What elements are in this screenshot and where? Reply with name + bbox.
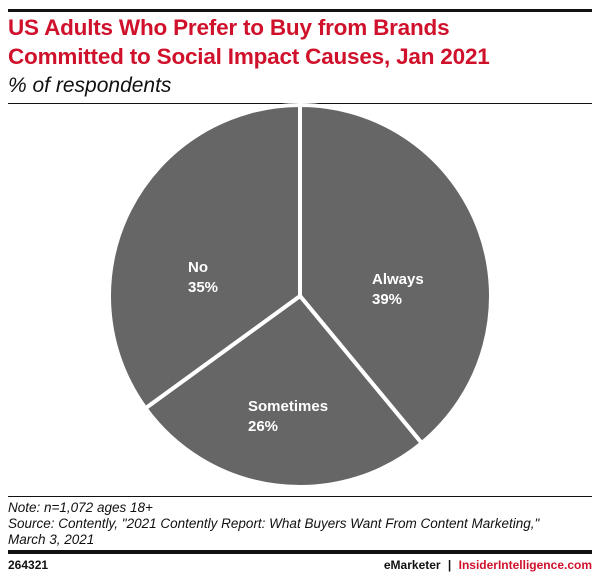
- title-line-2: Committed to Social Impact Causes, Jan 2…: [8, 44, 490, 69]
- pie-slice-sometimes: [143, 294, 424, 489]
- pie-label-sometimes: Sometimes: [248, 398, 328, 415]
- chart-id: 264321: [8, 558, 49, 572]
- brand-separator: |: [447, 558, 452, 572]
- site-link[interactable]: InsiderIntelligence.com: [458, 558, 592, 572]
- brand-name: eMarketer: [383, 558, 441, 572]
- pie-value-always: 39%: [372, 291, 402, 308]
- pie-label-always: Always: [372, 271, 424, 288]
- note-text: Note: n=1,072 ages 18+: [8, 500, 153, 515]
- top-rule: [8, 9, 592, 12]
- pie-slice-no: [107, 103, 302, 411]
- branding: eMarketer | InsiderIntelligence.com: [384, 558, 592, 572]
- pie-slice-always: [298, 103, 493, 446]
- title-line-1: US Adults Who Prefer to Buy from Brands: [8, 15, 450, 40]
- chart-subtitle: % of respondents: [8, 74, 172, 97]
- note-rule: [8, 496, 592, 497]
- pie-value-sometimes: 26%: [248, 418, 278, 435]
- source-date: March 3, 2021: [8, 532, 95, 547]
- pie-label-no: No: [188, 259, 208, 276]
- source-text: Source: Contently, "2021 Contently Repor…: [8, 516, 540, 531]
- footer-rule: [8, 550, 592, 554]
- chart-title: US Adults Who Prefer to Buy from Brands …: [8, 13, 490, 71]
- pie-value-no: 35%: [188, 279, 218, 296]
